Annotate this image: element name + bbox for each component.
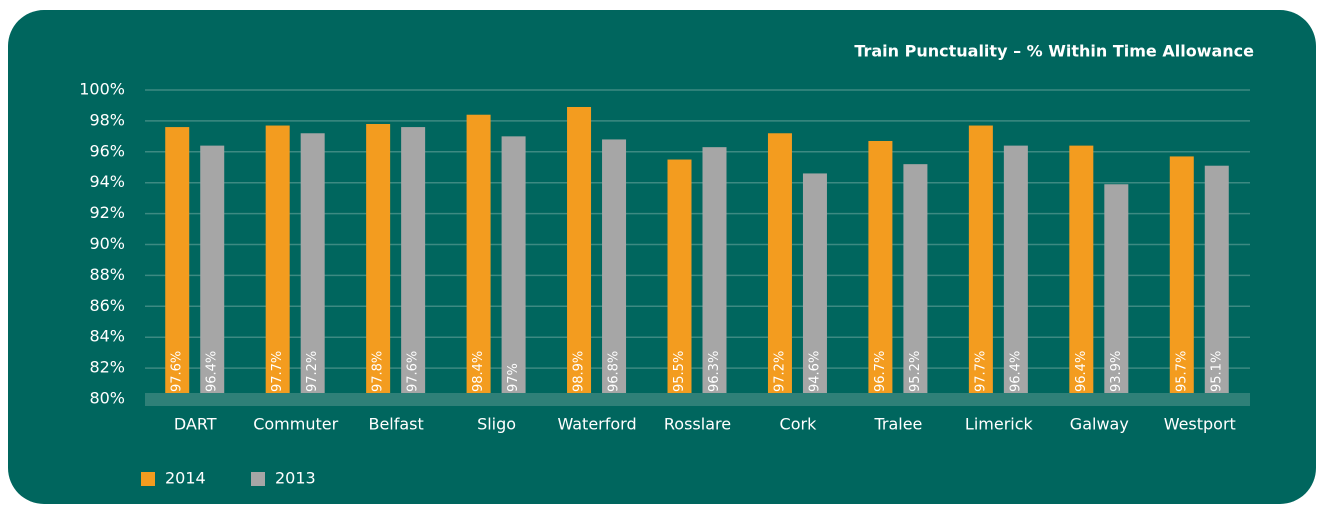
- legend-label: 2013: [275, 469, 316, 488]
- x-tick-label: Tralee: [873, 415, 922, 434]
- x-tick-label: Waterford: [557, 415, 636, 434]
- bar: [265, 125, 290, 399]
- chart-title: Train Punctuality – % Within Time Allowa…: [854, 42, 1254, 61]
- legend-swatch: [251, 472, 265, 486]
- bar: [466, 114, 491, 399]
- axis-band: [145, 393, 1250, 406]
- x-tick-label: Belfast: [368, 415, 423, 434]
- bar: [200, 145, 225, 399]
- x-tick-label: Westport: [1164, 415, 1236, 434]
- x-tick-label: Galway: [1070, 415, 1129, 434]
- bar: [501, 136, 526, 399]
- bar: [802, 173, 827, 399]
- bar: [968, 125, 993, 399]
- value-label: 95.2%: [908, 351, 923, 392]
- value-label: 97.6%: [170, 351, 185, 392]
- x-tick-label: Rosslare: [664, 415, 731, 434]
- x-tick-label: Cork: [780, 415, 818, 434]
- bar: [1204, 165, 1229, 399]
- bar: [567, 106, 592, 400]
- value-label: 96.7%: [873, 351, 888, 392]
- bar: [667, 159, 692, 399]
- legend-label: 2014: [165, 469, 206, 488]
- y-tick-label: 90%: [89, 234, 125, 253]
- y-tick-label: 80%: [89, 389, 125, 408]
- value-label: 97.2%: [772, 351, 787, 392]
- value-label: 96.8%: [607, 351, 622, 392]
- bar: [602, 139, 627, 399]
- value-label: 97%: [506, 363, 521, 392]
- y-tick-label: 84%: [89, 327, 125, 346]
- value-label: 96.3%: [707, 351, 722, 392]
- x-tick-label: DART: [174, 415, 217, 434]
- bar: [1003, 145, 1028, 399]
- value-label: 97.2%: [305, 351, 320, 392]
- value-label: 98.4%: [471, 351, 486, 392]
- value-label: 97.7%: [270, 351, 285, 392]
- y-tick-label: 100%: [79, 80, 125, 99]
- value-label: 94.6%: [807, 351, 822, 392]
- value-label: 95.1%: [1209, 351, 1224, 392]
- value-label: 97.6%: [406, 351, 421, 392]
- bar: [767, 133, 792, 399]
- y-tick-label: 92%: [89, 203, 125, 222]
- bar: [903, 164, 928, 399]
- bar: [702, 147, 727, 399]
- value-label: 96.4%: [205, 351, 220, 392]
- y-tick-label: 94%: [89, 172, 125, 191]
- value-label: 97.7%: [973, 351, 988, 392]
- bar: [401, 127, 426, 399]
- value-label: 93.9%: [1109, 351, 1124, 392]
- y-tick-label: 98%: [89, 110, 125, 129]
- value-label: 95.5%: [672, 351, 687, 392]
- x-tick-label: Commuter: [253, 415, 338, 434]
- bar: [366, 123, 391, 400]
- legend-swatch: [141, 472, 155, 486]
- value-label: 95.7%: [1174, 351, 1189, 392]
- value-label: 98.9%: [572, 351, 587, 392]
- bar: [300, 133, 325, 399]
- value-label: 97.8%: [371, 351, 386, 392]
- value-label: 96.4%: [1008, 351, 1023, 392]
- y-tick-label: 86%: [89, 296, 125, 315]
- bar: [1104, 184, 1129, 399]
- bar: [165, 127, 190, 399]
- y-tick-label: 96%: [89, 141, 125, 160]
- bar: [868, 140, 893, 400]
- value-label: 96.4%: [1074, 351, 1089, 392]
- y-tick-label: 88%: [89, 265, 125, 284]
- bar: [1169, 156, 1194, 399]
- x-tick-label: Sligo: [477, 415, 516, 434]
- bar: [1069, 145, 1094, 399]
- y-tick-label: 82%: [89, 358, 125, 377]
- x-tick-label: Limerick: [965, 415, 1034, 434]
